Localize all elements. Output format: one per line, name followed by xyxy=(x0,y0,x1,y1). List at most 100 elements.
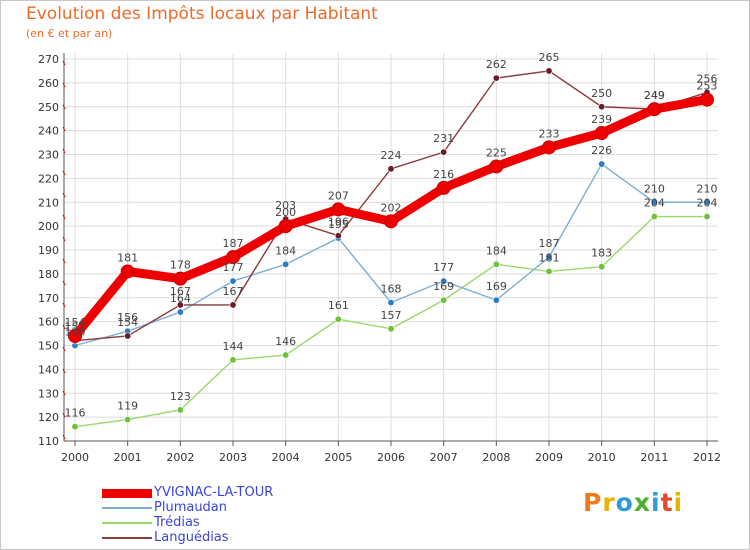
data-point-tr-dias xyxy=(387,325,395,333)
y-tick-label: 240 xyxy=(38,125,59,138)
legend-swatch xyxy=(102,537,152,539)
data-label-langu-dias: 224 xyxy=(381,149,402,162)
x-tick-label: 2005 xyxy=(324,451,352,464)
axis-accent xyxy=(62,60,66,66)
y-tick-label: 250 xyxy=(38,101,59,114)
data-label-plumaudan: 210 xyxy=(644,182,665,195)
data-label-yvignac-la-tour: 249 xyxy=(644,89,665,102)
data-label-plumaudan: 164 xyxy=(170,292,191,305)
x-tick-label: 2006 xyxy=(377,451,405,464)
legend: YVIGNAC-LA-TOUR Plumaudan Trédias Languédia… xyxy=(102,485,402,545)
y-tick-label: 190 xyxy=(38,244,59,257)
axis-accent xyxy=(62,82,66,88)
data-label-yvignac-la-tour: 207 xyxy=(328,189,349,202)
axis-accent xyxy=(62,368,66,374)
axis-accent xyxy=(62,434,66,440)
x-tick-label: 2011 xyxy=(640,451,668,464)
y-tick-label: 140 xyxy=(38,363,59,376)
data-point-langu-dias xyxy=(545,67,553,75)
data-point-langu-dias xyxy=(124,332,132,340)
data-label-tr-dias: 119 xyxy=(117,400,138,413)
data-point-tr-dias xyxy=(598,263,606,271)
data-label-langu-dias: 154 xyxy=(117,316,138,329)
data-label-langu-dias: 152 xyxy=(65,321,86,334)
data-label-tr-dias: 116 xyxy=(65,407,86,420)
axis-accent xyxy=(62,412,66,418)
x-tick-label: 2000 xyxy=(61,451,89,464)
data-label-tr-dias: 184 xyxy=(486,244,507,257)
data-point-langu-dias xyxy=(176,301,184,309)
x-tick-label: 2004 xyxy=(272,451,300,464)
x-tick-label: 2001 xyxy=(114,451,142,464)
data-point-plumaudan xyxy=(387,299,395,307)
axis-accent xyxy=(62,170,66,176)
y-tick-label: 120 xyxy=(38,411,59,424)
y-tick-label: 160 xyxy=(38,316,59,329)
legend-label: Languédias xyxy=(154,530,229,545)
data-point-tr-dias xyxy=(282,351,290,359)
data-point-tr-dias xyxy=(440,296,448,304)
data-label-yvignac-la-tour: 239 xyxy=(591,113,612,126)
data-label-yvignac-la-tour: 225 xyxy=(486,146,507,159)
data-point-yvignac-la-tour xyxy=(647,102,662,117)
legend-swatch xyxy=(102,522,152,524)
data-label-langu-dias: 231 xyxy=(433,132,454,145)
y-tick-label: 130 xyxy=(38,387,59,400)
data-point-langu-dias xyxy=(334,232,342,240)
data-point-yvignac-la-tour xyxy=(384,214,398,229)
y-tick-label: 210 xyxy=(38,196,59,209)
x-tick-label: 2009 xyxy=(535,451,563,464)
data-label-plumaudan: 156 xyxy=(117,311,138,324)
series-layer xyxy=(68,67,714,431)
data-label-tr-dias: 161 xyxy=(328,299,349,312)
grid-layer xyxy=(64,53,718,442)
y-tick-label: 170 xyxy=(38,292,59,305)
data-label-yvignac-la-tour: 154 xyxy=(65,316,86,329)
data-label-tr-dias: 204 xyxy=(644,197,665,210)
data-point-tr-dias xyxy=(229,356,237,364)
data-label-yvignac-la-tour: 202 xyxy=(381,201,402,214)
legend-item-langu-dias: Languédias xyxy=(102,530,402,545)
data-point-langu-dias xyxy=(492,74,500,82)
data-label-yvignac-la-tour: 233 xyxy=(539,127,560,140)
data-label-plumaudan: 177 xyxy=(433,261,454,274)
data-point-yvignac-la-tour xyxy=(436,180,451,195)
axis-accent xyxy=(62,280,66,286)
axis-accent xyxy=(62,390,66,396)
y-tick-label: 110 xyxy=(38,435,59,448)
data-label-yvignac-la-tour: 181 xyxy=(117,251,138,264)
data-label-tr-dias: 157 xyxy=(381,309,402,322)
axis-accent xyxy=(62,214,66,220)
data-label-tr-dias: 183 xyxy=(591,247,612,260)
data-point-plumaudan xyxy=(229,277,237,285)
data-point-yvignac-la-tour xyxy=(542,140,556,155)
axis-accent xyxy=(62,126,66,132)
data-label-tr-dias: 181 xyxy=(539,251,560,264)
data-label-tr-dias: 146 xyxy=(275,335,296,348)
data-label-plumaudan: 150 xyxy=(65,326,86,339)
x-tick-label: 2007 xyxy=(430,451,458,464)
data-point-plumaudan xyxy=(440,277,448,285)
axis-accent xyxy=(62,192,66,198)
y-tick-label: 260 xyxy=(38,77,59,90)
data-label-tr-dias: 144 xyxy=(223,340,244,353)
data-point-plumaudan xyxy=(176,308,184,316)
data-label-yvignac-la-tour: 216 xyxy=(433,168,454,181)
data-label-tr-dias: 204 xyxy=(697,197,718,210)
data-point-plumaudan xyxy=(650,198,658,206)
data-point-yvignac-la-tour xyxy=(226,250,240,265)
data-point-langu-dias xyxy=(598,103,606,111)
axis-accent xyxy=(62,104,66,110)
data-label-langu-dias: 167 xyxy=(170,285,191,298)
x-tick-label: 2008 xyxy=(482,451,510,464)
data-point-tr-dias xyxy=(71,423,79,431)
data-point-tr-dias xyxy=(492,260,500,268)
data-label-tr-dias: 169 xyxy=(433,280,454,293)
x-tick-label: 2010 xyxy=(588,451,616,464)
x-tick-label: 2012 xyxy=(693,451,721,464)
x-tick-label: 2003 xyxy=(219,451,247,464)
data-point-yvignac-la-tour xyxy=(700,92,714,107)
data-label-plumaudan: 187 xyxy=(539,237,560,250)
legend-label: Trédias xyxy=(154,515,200,530)
data-label-langu-dias: 167 xyxy=(223,285,244,298)
